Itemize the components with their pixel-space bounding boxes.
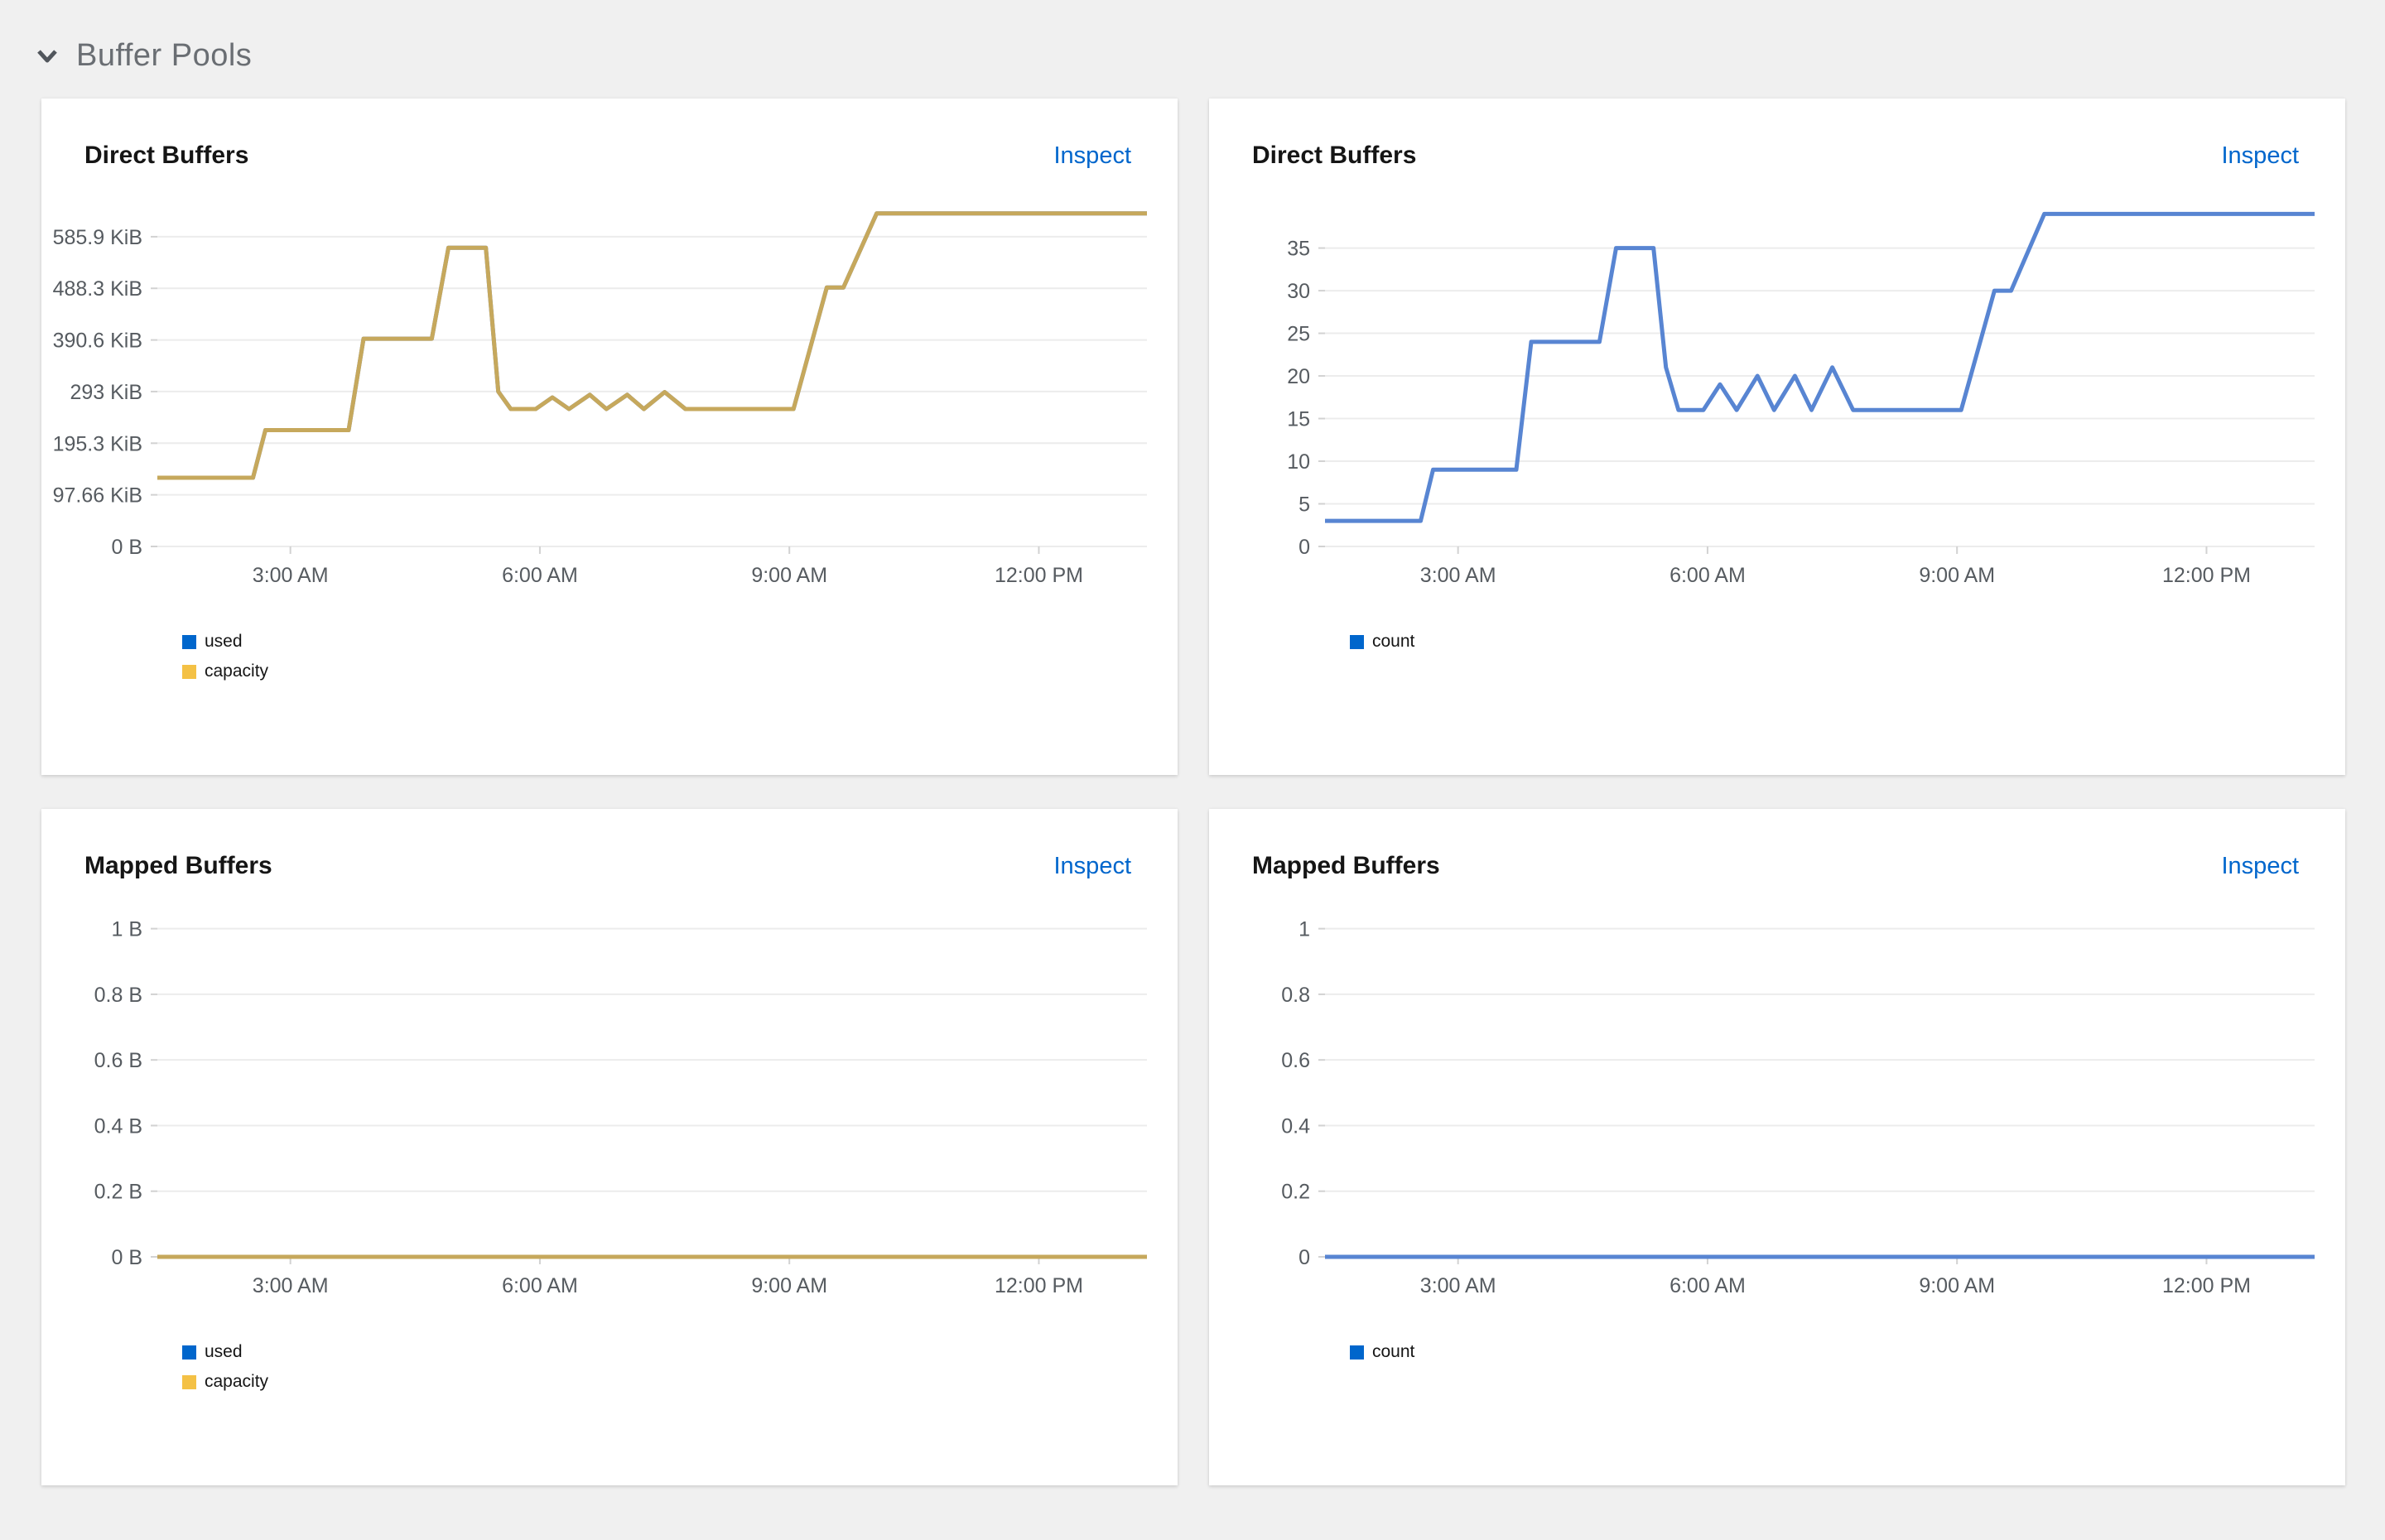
card-header: Direct Buffers Inspect	[41, 99, 1178, 170]
legend-label: count	[1372, 632, 1415, 651]
card-title: Mapped Buffers	[84, 852, 272, 879]
y-axis-tick-label: 1 B	[111, 918, 142, 941]
section-title[interactable]: Buffer Pools	[76, 38, 253, 73]
legend-item-used: used	[182, 632, 1178, 652]
y-axis-tick-label: 195.3 KiB	[53, 432, 142, 455]
x-axis-tick-label: 12:00 PM	[2162, 1274, 2251, 1297]
x-axis-tick-label: 12:00 PM	[995, 1274, 1083, 1297]
line-chart-mapped-buffers-memory: 0 B 0.2 B 0.4 B 0.6 B 0.8 B 1 B 3:00 AM 6:00 AM…	[94, 918, 1147, 1297]
y-axis-tick-label: 0.8 B	[94, 984, 142, 1007]
x-axis-tick-label: 9:00 AM	[1919, 1274, 1995, 1297]
line-chart-mapped-buffers-count: 0 0.2 0.4 0.6 0.8 1 3:00 AM 6:00 AM 9:00 AM 12:00…	[1281, 918, 2315, 1297]
legend-item-used: used	[182, 1342, 1178, 1362]
card-title: Direct Buffers	[1252, 142, 1417, 169]
chart-card-mapped-buffers-count: Mapped Buffers Inspect 0 0.2 0.4 0.6 0.8 1 3:0…	[1209, 809, 2345, 1485]
card-header: Direct Buffers Inspect	[1209, 99, 2345, 170]
y-axis-tick-label: 35	[1287, 238, 1310, 261]
chart-card-mapped-buffers-memory: Mapped Buffers Inspect 0 B 0.2 B 0.4 B 0.6 …	[41, 809, 1178, 1485]
x-axis-tick-label: 3:00 AM	[253, 1274, 329, 1297]
y-axis-tick-label: 0.2	[1281, 1181, 1310, 1204]
x-axis-tick-label: 6:00 AM	[502, 1274, 578, 1297]
inspect-link[interactable]: Inspect	[1053, 142, 1132, 169]
y-axis-tick-label: 390.6 KiB	[53, 330, 142, 353]
y-axis-tick-label: 293 KiB	[70, 381, 142, 404]
x-axis-tick-label: 6:00 AM	[1670, 564, 1746, 587]
legend-label: count	[1372, 1342, 1415, 1361]
y-axis-tick-label: 0	[1298, 1246, 1310, 1269]
legend-swatch	[182, 1374, 196, 1389]
legend-item-count: count	[1350, 1342, 2345, 1362]
x-axis-tick-label: 12:00 PM	[2162, 564, 2251, 587]
chart-legend: count	[1350, 632, 2345, 652]
y-axis-tick-label: 0.6	[1281, 1049, 1310, 1072]
legend-label: used	[205, 1342, 243, 1361]
legend-swatch	[182, 634, 196, 649]
chart-card-direct-buffers-memory: Direct Buffers Inspect 0 B 97.66 KiB 195.3…	[41, 99, 1178, 775]
chevron-down-icon[interactable]	[33, 42, 61, 70]
x-axis-tick-label: 9:00 AM	[751, 564, 827, 587]
legend-swatch	[1350, 634, 1364, 649]
card-title: Mapped Buffers	[1252, 852, 1440, 879]
y-axis-tick-label: 0.2 B	[94, 1181, 142, 1204]
legend-label: capacity	[205, 662, 269, 681]
legend-item-count: count	[1350, 632, 2345, 652]
legend-label: used	[205, 632, 243, 651]
series-line-used	[157, 211, 1147, 480]
chart-legend: used capacity	[182, 632, 1178, 681]
legend-label: capacity	[205, 1372, 269, 1391]
y-axis-tick-label: 0 B	[111, 1246, 142, 1269]
x-axis-tick-label: 9:00 AM	[751, 1274, 827, 1297]
y-axis-tick-label: 585.9 KiB	[53, 226, 142, 249]
y-axis-tick-label: 20	[1287, 365, 1310, 388]
legend-swatch	[182, 664, 196, 679]
x-axis-tick-label: 6:00 AM	[1670, 1274, 1746, 1297]
legend-item-capacity: capacity	[182, 1372, 1178, 1392]
x-axis-tick-label: 3:00 AM	[1420, 1274, 1496, 1297]
card-header: Mapped Buffers Inspect	[1209, 809, 2345, 880]
y-axis-tick-label: 30	[1287, 280, 1310, 303]
y-axis-tick-label: 15	[1287, 408, 1310, 431]
chart-card-direct-buffers-count: Direct Buffers Inspect 0 5 10 15 20 25 30 35 3:0…	[1209, 99, 2345, 775]
legend-swatch	[1350, 1345, 1364, 1360]
x-axis-tick-label: 3:00 AM	[1420, 564, 1496, 587]
y-axis-tick-label: 10	[1287, 450, 1310, 474]
inspect-link[interactable]: Inspect	[1053, 853, 1132, 879]
x-axis-tick-label: 9:00 AM	[1919, 564, 1995, 587]
series-line-capacity	[157, 211, 1147, 480]
y-axis-tick-label: 0.4 B	[94, 1114, 142, 1138]
y-axis-tick-label: 97.66 KiB	[53, 484, 142, 508]
y-axis-tick-label: 0.4	[1281, 1114, 1310, 1138]
inspect-link[interactable]: Inspect	[2221, 853, 2300, 879]
series-line-count	[1325, 211, 2315, 523]
y-axis-tick-label: 0.8	[1281, 984, 1310, 1007]
buffer-pools-cards-grid: Direct Buffers Inspect 0 B 97.66 KiB 195.3…	[41, 99, 2345, 1485]
chart-legend: used capacity	[182, 1342, 1178, 1392]
chart-legend: count	[1350, 1342, 2345, 1362]
y-axis-tick-label: 5	[1298, 493, 1310, 517]
card-header: Mapped Buffers Inspect	[41, 809, 1178, 880]
inspect-link[interactable]: Inspect	[2221, 142, 2300, 169]
y-axis-tick-label: 1	[1298, 918, 1310, 941]
y-axis-tick-label: 25	[1287, 323, 1310, 346]
y-axis-tick-label: 0 B	[111, 536, 142, 559]
y-axis-tick-label: 0.6 B	[94, 1049, 142, 1072]
line-chart-direct-buffers-memory: 0 B 97.66 KiB 195.3 KiB 293 KiB 390.6 KiB 488…	[53, 211, 1147, 587]
x-axis-tick-label: 3:00 AM	[253, 564, 329, 587]
legend-swatch	[182, 1345, 196, 1360]
card-title: Direct Buffers	[84, 142, 249, 169]
x-axis-tick-label: 12:00 PM	[995, 564, 1083, 587]
y-axis-tick-label: 0	[1298, 536, 1310, 559]
buffer-pools-section-toggle[interactable]: Buffer Pools	[0, 0, 252, 74]
x-axis-tick-label: 6:00 AM	[502, 564, 578, 587]
line-chart-direct-buffers-count: 0 5 10 15 20 25 30 35 3:00 AM 6:00 AM 9:00 AM 12:00…	[1287, 211, 2315, 587]
legend-item-capacity: capacity	[182, 662, 1178, 681]
y-axis-tick-label: 488.3 KiB	[53, 277, 142, 301]
